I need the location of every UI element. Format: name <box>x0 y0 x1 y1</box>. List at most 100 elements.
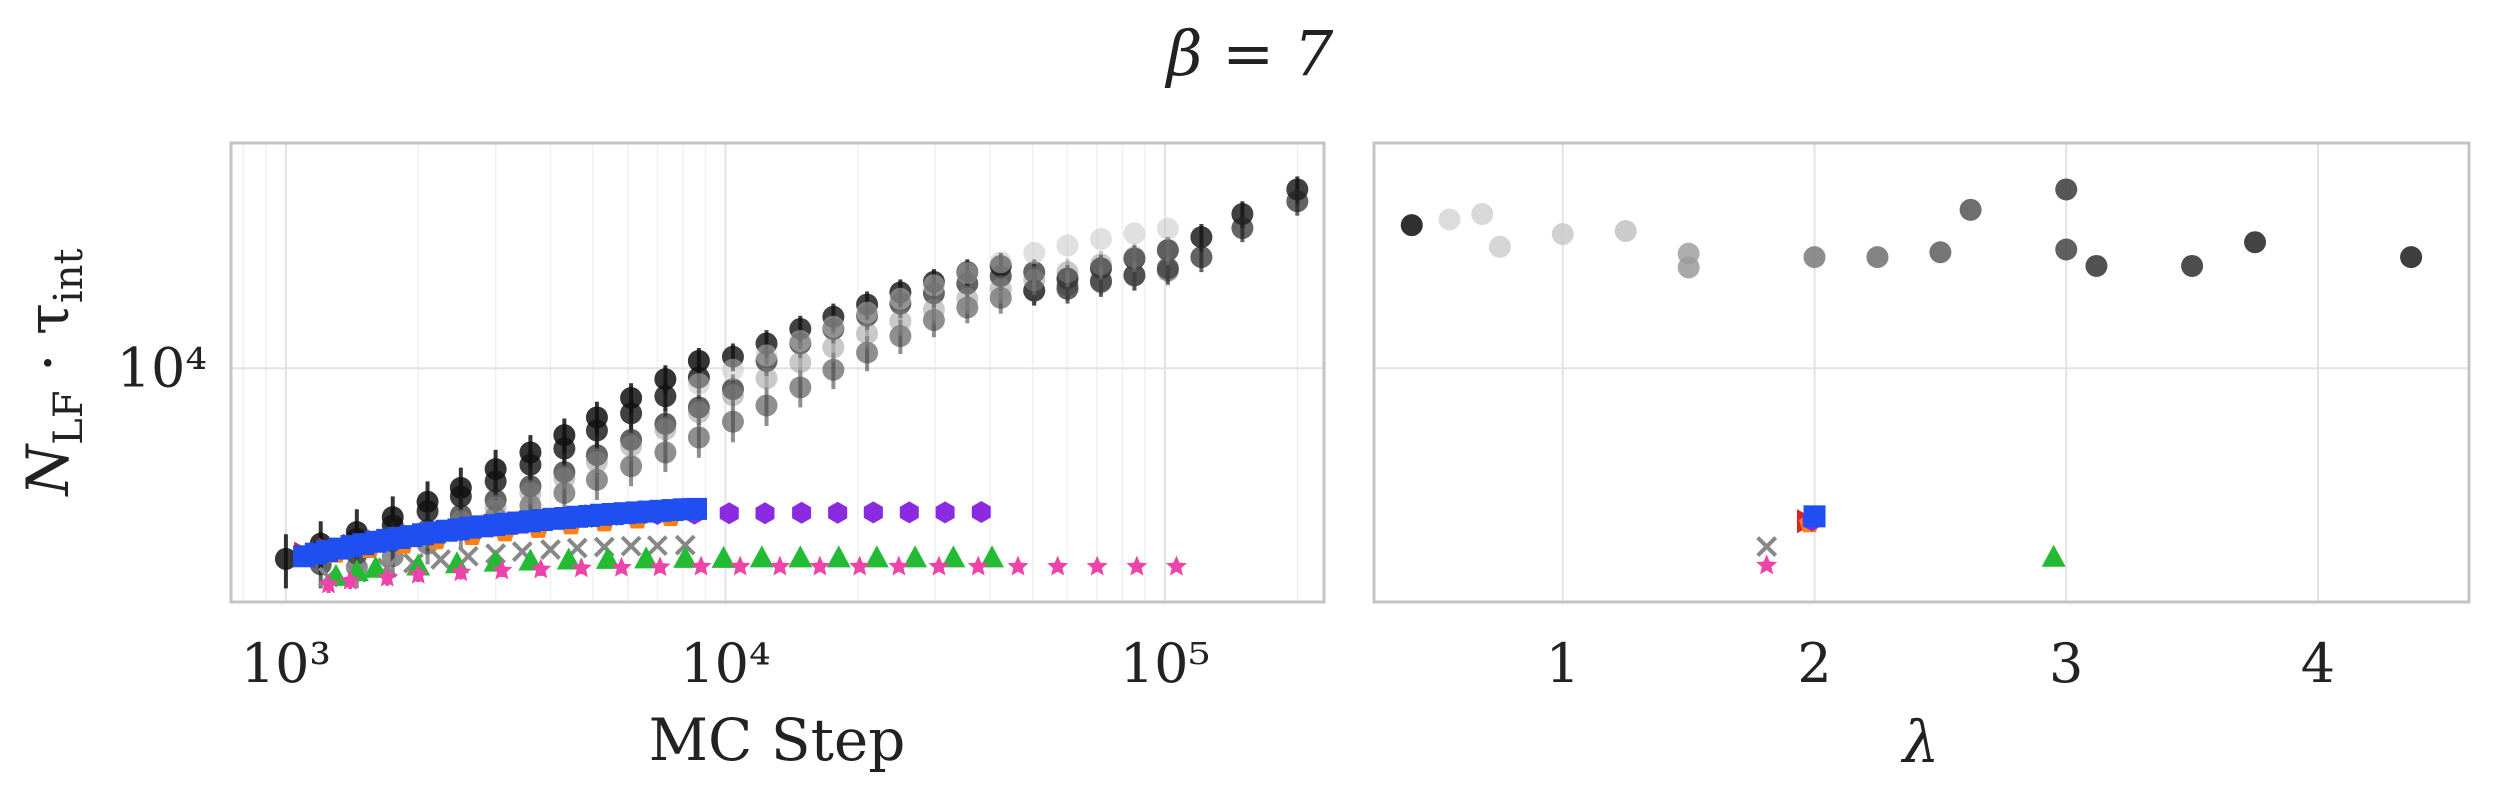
data-point <box>1190 226 1213 249</box>
right-x-label: λ <box>1901 708 1940 776</box>
data-point <box>1123 222 1146 245</box>
data-point <box>1007 555 1029 576</box>
data-point <box>1438 208 1461 231</box>
data-point <box>789 376 812 399</box>
data-point <box>2055 178 2078 201</box>
data-point <box>928 555 950 576</box>
data-point <box>620 535 642 557</box>
data-point <box>1866 246 1889 269</box>
data-point <box>274 547 297 570</box>
data-point <box>519 453 542 476</box>
data-point <box>530 558 552 579</box>
data-point <box>654 368 677 391</box>
data-point <box>1756 536 1778 558</box>
data-point <box>649 556 671 577</box>
data-point <box>922 274 945 297</box>
data-point <box>922 298 945 321</box>
series-5 <box>1756 536 1778 558</box>
data-point <box>956 296 979 319</box>
data-point <box>687 373 710 396</box>
data-point <box>491 559 513 580</box>
data-point <box>971 501 991 523</box>
data-point <box>1089 228 1112 251</box>
data-point <box>1614 220 1637 243</box>
x-tick-label: 1 <box>1546 632 1580 695</box>
data-point <box>989 277 1012 300</box>
data-point <box>674 534 696 556</box>
x-tick-label: 10³ <box>241 632 331 695</box>
right-x-ticks: 1 2 3 4 <box>1546 632 2336 695</box>
data-point <box>585 419 608 442</box>
data-point <box>719 502 739 525</box>
data-point <box>1803 246 1826 269</box>
data-point <box>1056 261 1079 284</box>
x-tick-label: 3 <box>2049 632 2083 695</box>
data-point <box>570 557 592 578</box>
data-point <box>1156 239 1179 262</box>
data-point <box>620 402 643 425</box>
data-point <box>1231 217 1254 240</box>
data-point <box>721 358 744 381</box>
data-point <box>1089 269 1112 292</box>
data-point <box>1929 241 1952 264</box>
data-point <box>889 310 912 333</box>
data-point <box>685 497 708 520</box>
data-point <box>749 545 774 568</box>
data-point <box>967 555 989 576</box>
data-point <box>979 545 1004 568</box>
data-point <box>2181 254 2204 277</box>
data-point <box>856 322 879 345</box>
data-point <box>822 315 845 338</box>
data-point <box>553 481 576 504</box>
data-point <box>828 501 848 524</box>
data-point <box>450 561 472 582</box>
data-point <box>889 287 912 310</box>
data-point <box>889 325 912 348</box>
data-point <box>788 545 813 568</box>
series-0 <box>1400 178 2423 279</box>
data-point <box>595 546 620 569</box>
data-point <box>1123 247 1146 270</box>
data-point <box>789 351 812 374</box>
right-panel: 1 2 3 4 λ <box>1372 141 2471 776</box>
data-point <box>556 547 581 570</box>
data-point <box>809 555 831 576</box>
data-point <box>956 287 979 310</box>
data-point <box>2244 231 2267 254</box>
data-point <box>1023 261 1046 284</box>
data-point <box>363 555 388 578</box>
left-y-label: NLF · τint <box>14 248 92 497</box>
data-point <box>899 501 919 524</box>
series-6 <box>1756 554 1778 575</box>
left-y-label-sub2: int <box>46 248 92 303</box>
data-point <box>687 396 710 419</box>
data-point <box>673 545 698 568</box>
data-point <box>711 545 736 568</box>
figure-title: β = 7 <box>1165 17 1334 90</box>
data-point <box>1156 217 1179 240</box>
data-point <box>856 341 879 364</box>
data-point <box>519 475 542 498</box>
x-tick-label: 2 <box>1797 632 1831 695</box>
data-point <box>430 549 452 570</box>
data-point <box>1023 241 1046 264</box>
data-point <box>687 349 710 372</box>
data-point <box>888 555 910 576</box>
left-y-ticks: 10⁴ <box>117 336 207 399</box>
data-point <box>755 502 775 525</box>
data-point <box>1756 554 1778 575</box>
data-point <box>2055 238 2078 261</box>
data-point <box>922 309 945 332</box>
data-point <box>376 566 398 587</box>
data-point <box>2400 246 2423 269</box>
data-point <box>339 569 361 590</box>
data-point <box>1677 256 1700 279</box>
data-point <box>654 418 677 441</box>
data-point <box>518 548 543 571</box>
left-y-label-main: N <box>14 443 82 498</box>
data-point <box>822 336 845 359</box>
data-point <box>1123 246 1146 269</box>
data-point <box>687 401 710 424</box>
data-point <box>687 426 710 449</box>
